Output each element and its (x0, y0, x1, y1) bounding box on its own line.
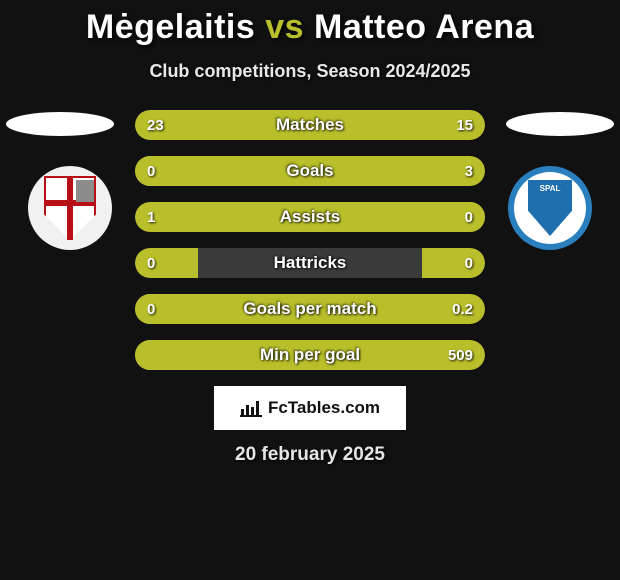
date-label: 20 february 2025 (0, 444, 620, 466)
stat-label: Goals (135, 156, 485, 186)
stat-row: 509Min per goal (135, 340, 485, 370)
player-a-name: Mėgelaitis (86, 8, 255, 46)
stat-row: 03Goals (135, 156, 485, 186)
stat-row: 10Assists (135, 202, 485, 232)
stat-label: Min per goal (135, 340, 485, 370)
brand-badge: FcTables.com (214, 386, 406, 430)
stat-label: Matches (135, 110, 485, 140)
brand-label: FcTables.com (268, 398, 380, 418)
stat-label: Assists (135, 202, 485, 232)
player-b-name: Matteo Arena (314, 8, 534, 46)
stats-section: 2315Matches 03Goals 10Assists 00Hattricks 00… (0, 110, 620, 370)
stat-label: Goals per match (135, 294, 485, 324)
vs-label: vs (265, 8, 304, 46)
comparison-card: Mėgelaitis vs Matteo Arena Club competit… (0, 0, 620, 466)
club-crest-right (508, 166, 592, 250)
shadow-halo-left (6, 112, 114, 136)
stat-label: Hattricks (135, 248, 485, 278)
stat-bars: 2315Matches 03Goals 10Assists 00Hattricks 00… (135, 110, 485, 370)
stat-row: 2315Matches (135, 110, 485, 140)
chart-icon (240, 399, 262, 417)
club-crest-left (28, 166, 112, 250)
subtitle: Club competitions, Season 2024/2025 (0, 61, 620, 82)
stat-row: 00Hattricks (135, 248, 485, 278)
shadow-halo-right (506, 112, 614, 136)
page-title: Mėgelaitis vs Matteo Arena (0, 8, 620, 47)
stat-row: 00.2Goals per match (135, 294, 485, 324)
